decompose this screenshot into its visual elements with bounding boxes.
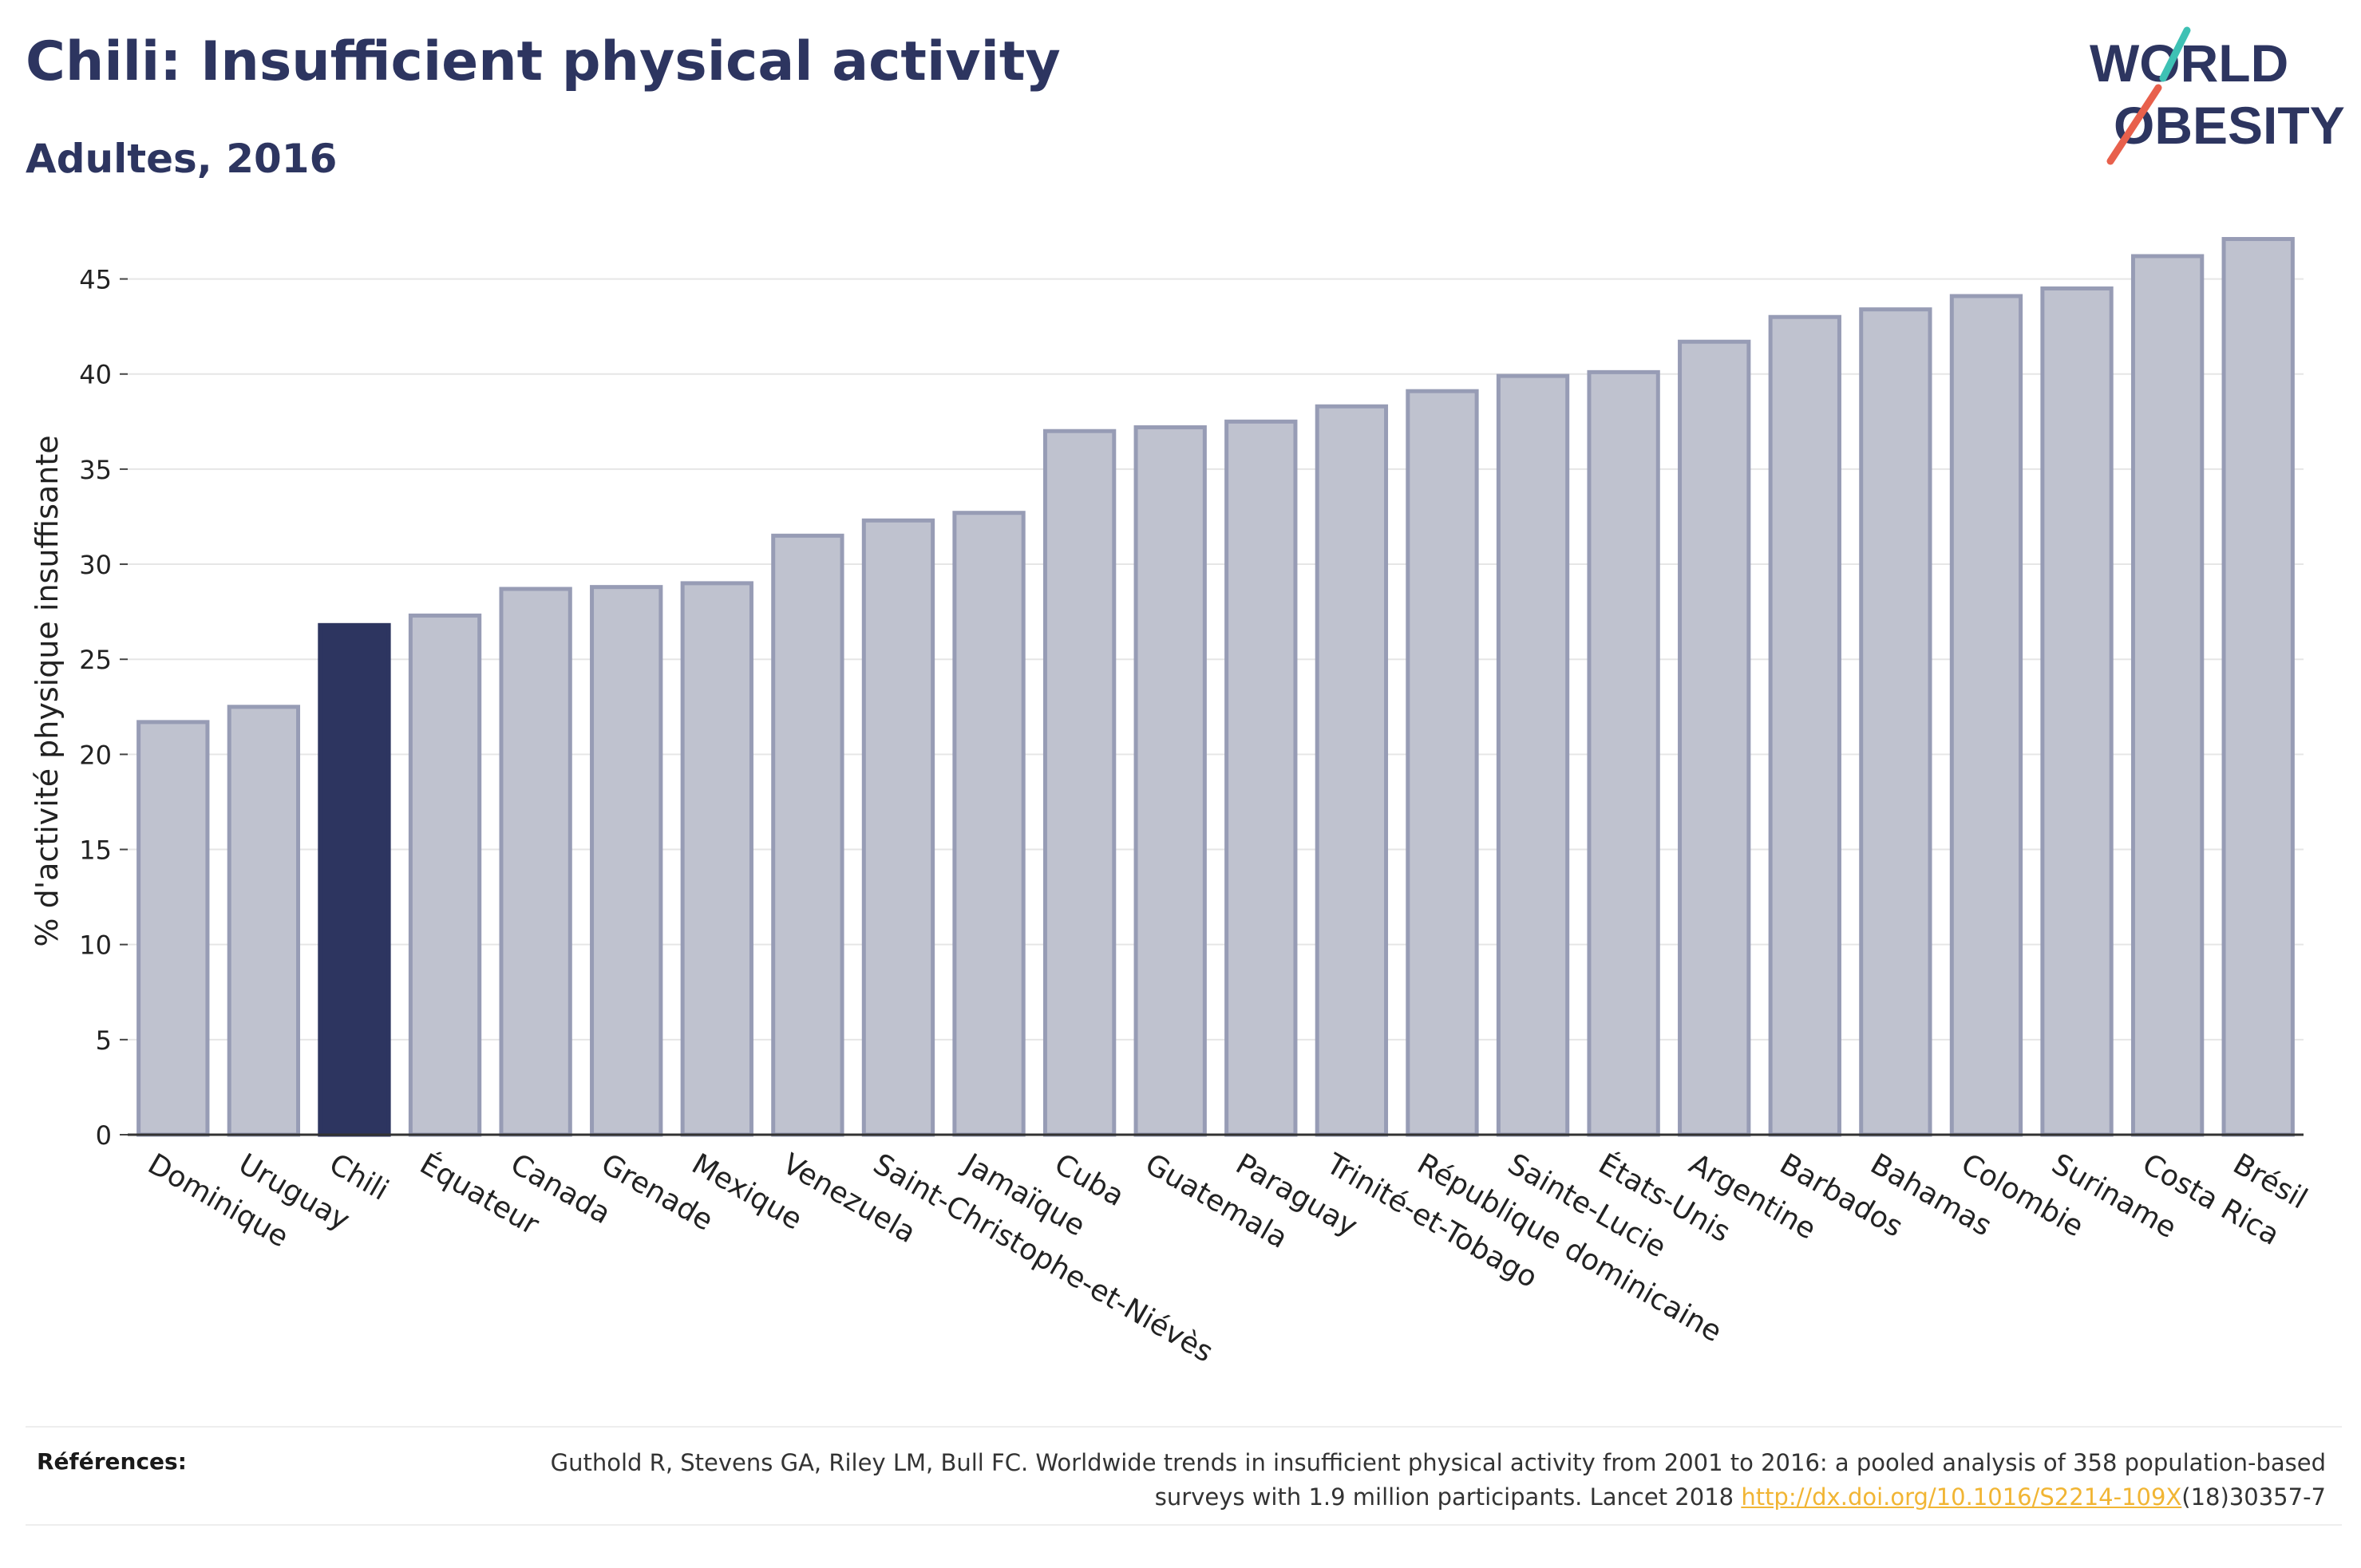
y-tick-label: 0	[96, 1120, 112, 1151]
bar	[1406, 389, 1479, 1137]
bar-chart: 0 5 10 15 20 25 30 35 40 45 % d'activité physique …	[30, 237, 2312, 1369]
y-axis-label: % d'activité physique insuffisante	[30, 435, 65, 946]
chart-title: Chili: Insufficient physical activity	[26, 30, 1061, 93]
bar	[1587, 369, 1660, 1137]
bar	[2221, 237, 2295, 1137]
bar	[227, 705, 301, 1137]
logo-slash-red	[2106, 84, 2162, 165]
bar	[2130, 254, 2205, 1137]
bar	[1859, 307, 1932, 1137]
references-doi-suffix: (18)30357-7	[2181, 1483, 2326, 1511]
references-text: Guthold R, Stevens GA, Riley LM, Bull FC…	[490, 1446, 2326, 1515]
y-tick-label: 5	[96, 1025, 112, 1056]
logo-text-obesity: OBESITY	[2114, 96, 2345, 155]
references-doi-link[interactable]: http://dx.doi.org/10.1016/S2214-109X	[1741, 1483, 2182, 1511]
y-tick-label: 45	[79, 265, 112, 295]
bar	[861, 518, 935, 1137]
bar	[136, 720, 210, 1137]
references-citation: Guthold R, Stevens GA, Riley LM, Bull FC…	[550, 1449, 2326, 1511]
y-tick-label: 20	[79, 740, 112, 770]
y-tick-label: 40	[79, 360, 112, 390]
bar	[1315, 404, 1389, 1137]
bar	[771, 533, 844, 1137]
bar	[1496, 373, 1570, 1137]
references-top-rule	[26, 1426, 2342, 1428]
y-tick-label: 25	[79, 645, 112, 675]
logo-slash-teal	[2159, 26, 2191, 82]
bar	[680, 581, 753, 1137]
bar	[2040, 286, 2114, 1137]
y-tick-label: 10	[79, 930, 112, 961]
chart-subtitle: Adultes, 2016	[26, 136, 338, 182]
y-tick-label: 35	[79, 455, 112, 485]
bar	[408, 613, 482, 1137]
bar	[590, 585, 663, 1137]
world-obesity-logo: WORLD OBESITY	[2090, 26, 2345, 165]
bar	[952, 511, 1026, 1137]
bar	[1224, 419, 1298, 1137]
y-tick-label: 15	[79, 835, 112, 866]
bar	[1042, 429, 1117, 1137]
logo-text-world: WORLD	[2090, 34, 2288, 93]
y-tick-label: 30	[79, 550, 112, 580]
bar	[1949, 294, 2023, 1137]
references-label: Références:	[37, 1448, 187, 1475]
bar	[1678, 339, 1751, 1137]
bar	[1768, 314, 1841, 1137]
bar	[499, 587, 572, 1137]
bar	[1133, 425, 1207, 1137]
references-bottom-rule	[26, 1524, 2342, 1526]
bar-highlighted	[318, 622, 391, 1137]
